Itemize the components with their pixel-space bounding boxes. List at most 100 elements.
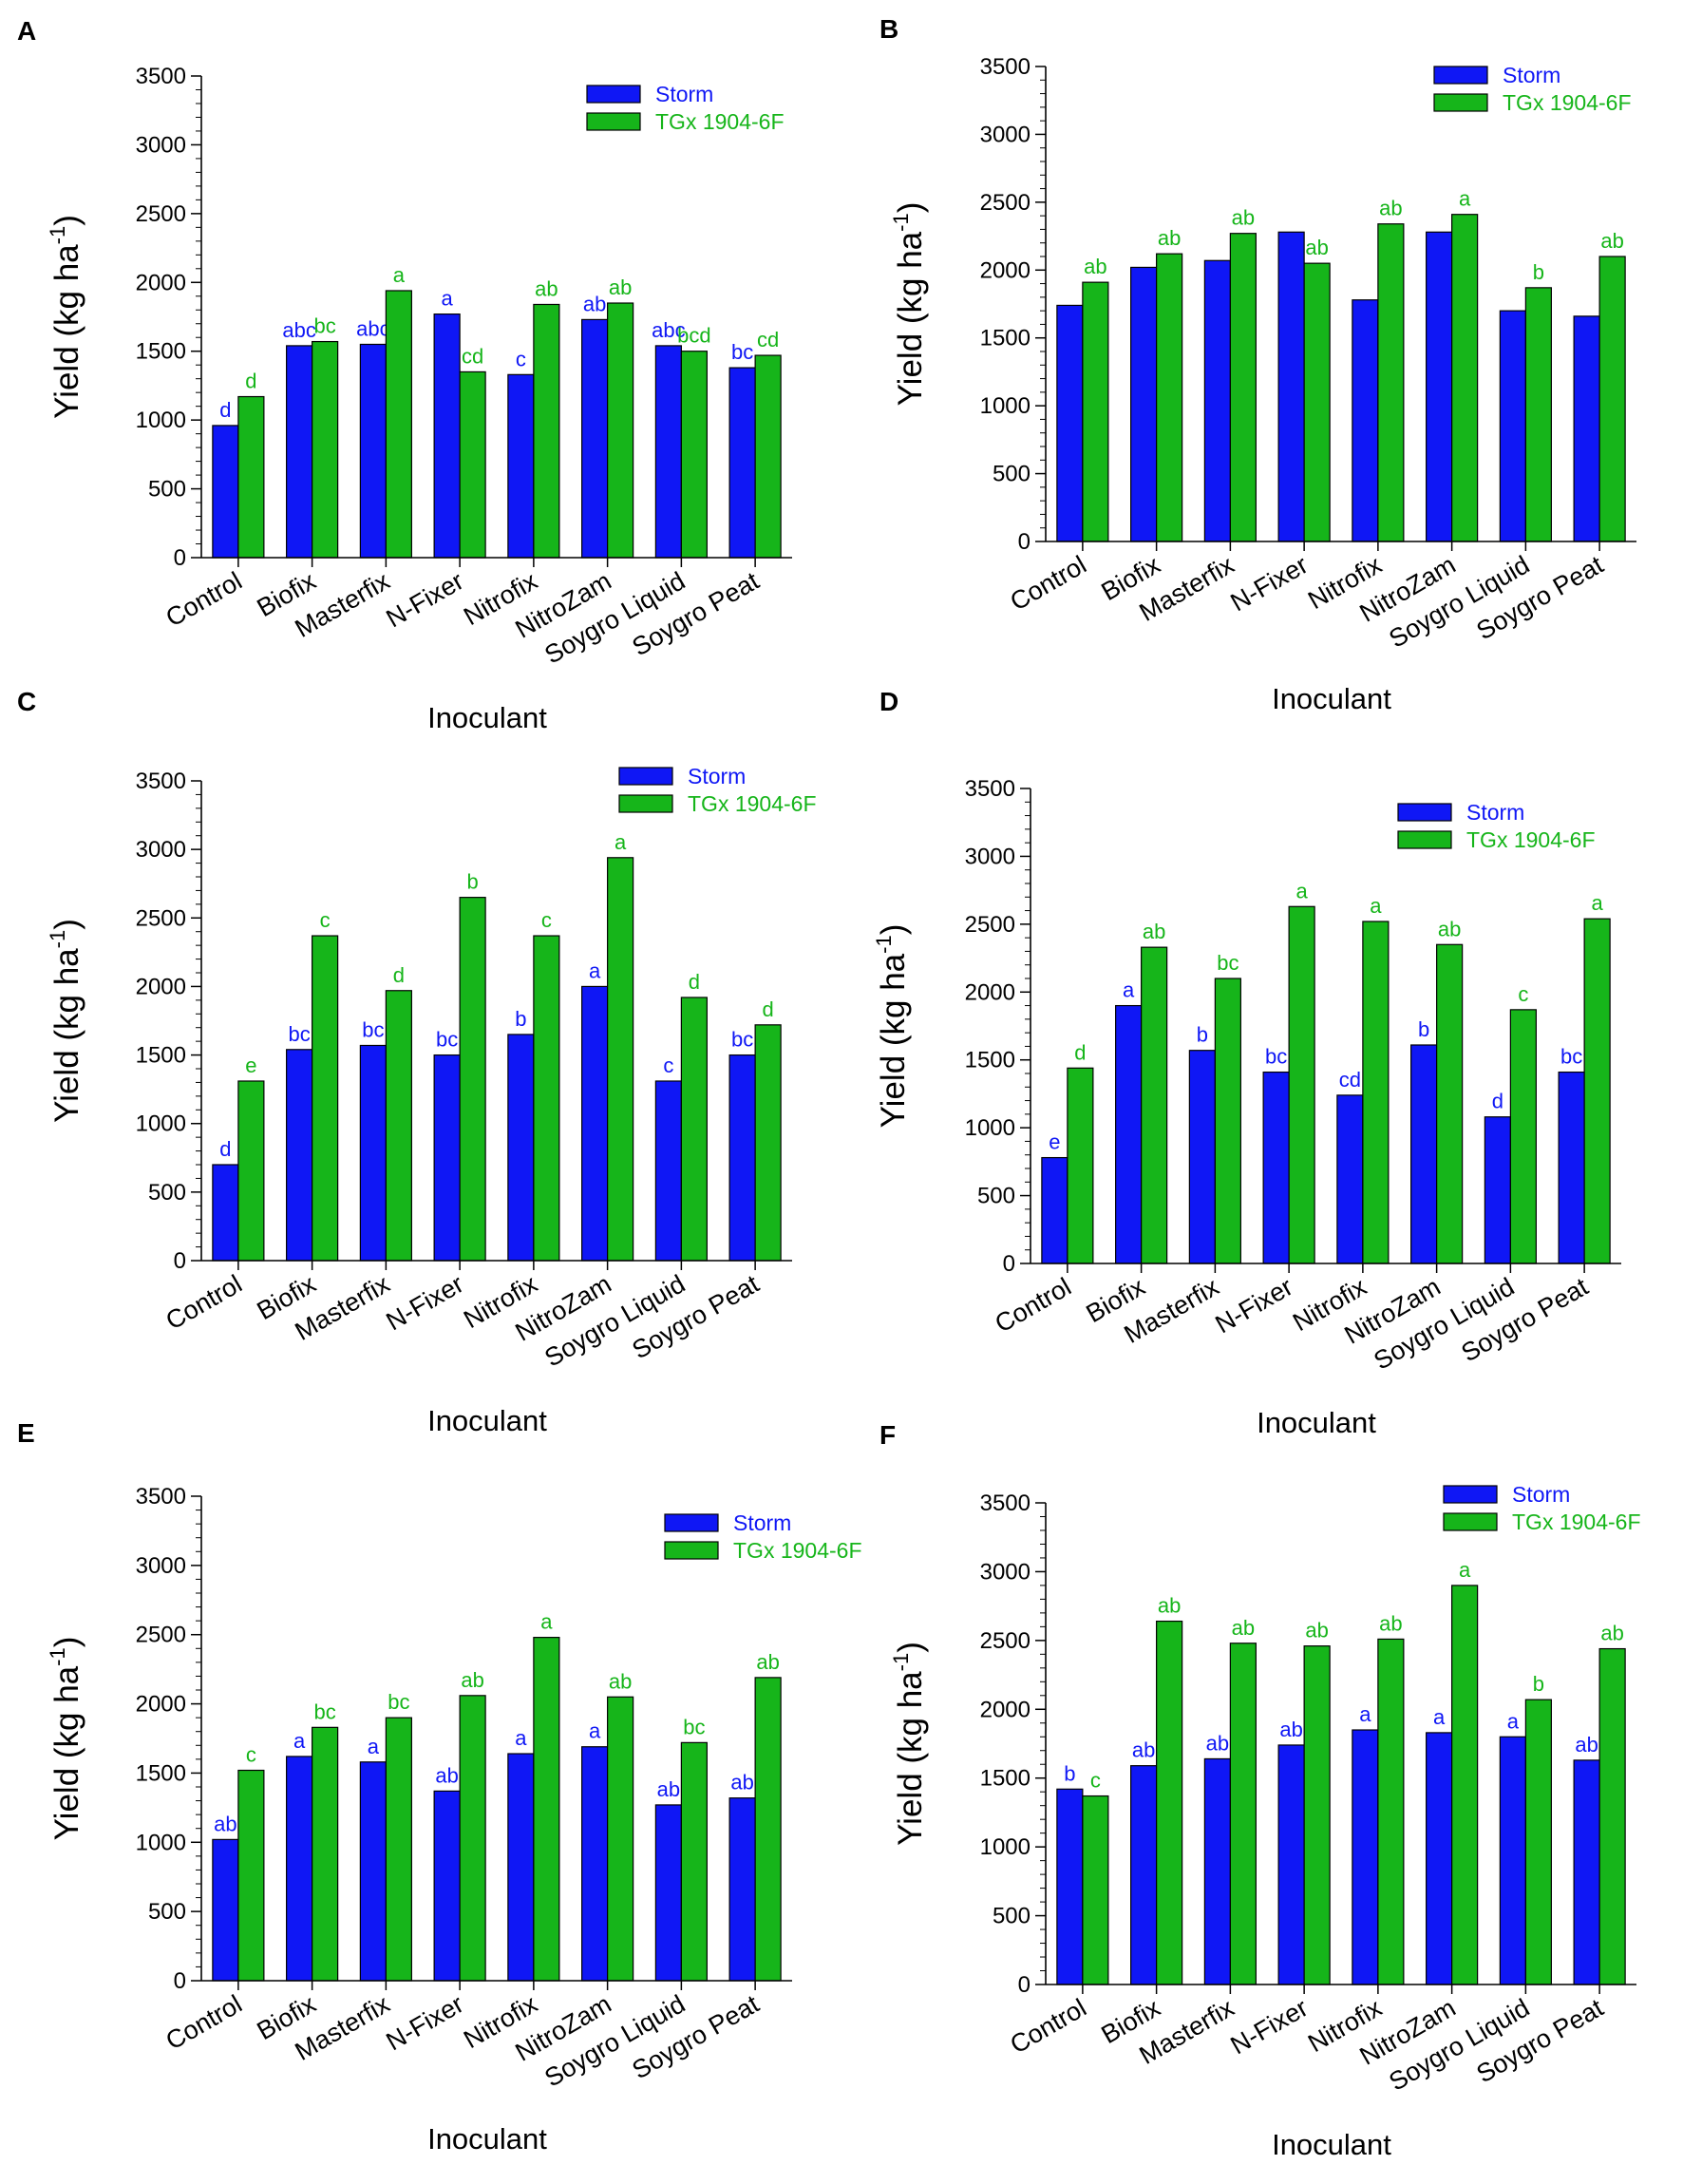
significance-letter: ab bbox=[1084, 255, 1106, 278]
bar-storm bbox=[1426, 1732, 1453, 1985]
bar-storm bbox=[359, 1044, 387, 1262]
y-tick-label: 3500 bbox=[980, 1491, 1031, 1516]
significance-letter: ab bbox=[1143, 920, 1165, 943]
significance-letter: ab bbox=[1232, 206, 1255, 230]
legend-label: TGx 1904-6F bbox=[1466, 827, 1596, 852]
bar-tgx bbox=[533, 935, 560, 1262]
legend-swatch-tgx bbox=[1397, 830, 1452, 849]
legend: Storm TGx 1904-6F bbox=[664, 1510, 862, 1563]
significance-letter: cd bbox=[1339, 1068, 1361, 1092]
bar-tgx bbox=[680, 351, 708, 559]
bar-storm bbox=[212, 1164, 239, 1262]
bar-tgx bbox=[1156, 253, 1183, 542]
y-axis-label: Yield (kg ha-1) bbox=[46, 1637, 85, 1841]
bar-storm bbox=[1277, 1744, 1305, 1985]
bar-tgx bbox=[1214, 978, 1241, 1264]
significance-letter: e bbox=[1049, 1130, 1060, 1154]
y-tick-label: 2000 bbox=[980, 257, 1031, 283]
significance-letter: d bbox=[393, 963, 405, 987]
significance-letter: c bbox=[320, 908, 331, 932]
y-tick-label: 2500 bbox=[136, 1623, 186, 1648]
significance-letter: c bbox=[1090, 1769, 1101, 1793]
bar-storm bbox=[1130, 1765, 1158, 1985]
y-axis-label: Yield (kg ha-1) bbox=[889, 202, 929, 407]
bar-storm bbox=[654, 345, 682, 559]
significance-letter: ab bbox=[730, 1771, 753, 1795]
x-tick-label: Control bbox=[161, 1269, 246, 1336]
legend-label: Storm bbox=[655, 82, 713, 106]
bar-storm bbox=[286, 345, 313, 559]
legend-label: Storm bbox=[1503, 63, 1560, 87]
y-tick-label: 3000 bbox=[136, 132, 186, 158]
legend: Storm TGx 1904-6F bbox=[1443, 1482, 1641, 1534]
bar-tgx bbox=[1524, 287, 1552, 542]
legend-swatch-tgx bbox=[586, 112, 641, 131]
significance-letter: b bbox=[467, 870, 479, 894]
significance-letter: a bbox=[515, 1726, 527, 1750]
significance-letter: ab bbox=[1600, 1622, 1623, 1645]
bar-tgx bbox=[1436, 943, 1464, 1264]
bar-storm bbox=[1056, 304, 1084, 542]
bar-tgx bbox=[1598, 1647, 1626, 1985]
bar-storm bbox=[654, 1080, 682, 1262]
legend-label: TGx 1904-6F bbox=[1512, 1510, 1641, 1534]
significance-letter: ab bbox=[1158, 226, 1181, 250]
bar-tgx bbox=[533, 303, 560, 559]
bar-storm bbox=[212, 1838, 239, 1982]
y-axis-label: Yield (kg ha-1) bbox=[872, 924, 912, 1129]
y-tick-label: 2500 bbox=[136, 905, 186, 931]
significance-letter: a bbox=[1459, 187, 1471, 211]
bar-tgx bbox=[1583, 918, 1611, 1264]
significance-letter: a bbox=[540, 1610, 553, 1634]
bar-tgx bbox=[459, 897, 486, 1262]
bar-tgx bbox=[1303, 262, 1331, 542]
significance-letter: a bbox=[368, 1735, 380, 1758]
legend-label: TGx 1904-6F bbox=[655, 109, 785, 134]
bar-tgx bbox=[312, 340, 339, 559]
bar-tgx bbox=[312, 1726, 339, 1982]
significance-letter: c bbox=[1518, 982, 1528, 1006]
significance-letter: a bbox=[1592, 891, 1604, 915]
bar-tgx bbox=[1156, 1620, 1183, 1985]
bar-tgx bbox=[1377, 1638, 1405, 1985]
bar-tgx bbox=[237, 1080, 265, 1262]
bar-tgx bbox=[1141, 946, 1168, 1264]
legend-swatch-storm bbox=[1433, 66, 1488, 85]
bar-storm bbox=[1115, 1004, 1143, 1264]
significance-letter: b bbox=[1418, 1017, 1429, 1041]
panel-a: A0500100015002000250030003500ddControlab… bbox=[17, 16, 792, 734]
y-tick-label: 500 bbox=[993, 1904, 1031, 1929]
panel-letter: A bbox=[17, 16, 36, 46]
significance-letter: bc bbox=[436, 1028, 458, 1052]
x-axis-label: Inoculant bbox=[427, 701, 547, 734]
y-tick-label: 1000 bbox=[136, 1830, 186, 1855]
y-tick-label: 2500 bbox=[980, 1628, 1031, 1654]
bar-tgx bbox=[1082, 281, 1109, 542]
bar-tgx bbox=[1451, 1585, 1479, 1985]
bar-tgx bbox=[1362, 921, 1390, 1264]
significance-letter: a bbox=[1459, 1558, 1471, 1582]
significance-letter: c bbox=[541, 908, 552, 932]
legend-swatch-storm bbox=[1397, 803, 1452, 822]
significance-letter: b bbox=[1197, 1023, 1208, 1047]
bar-tgx bbox=[754, 1024, 782, 1262]
legend-label: Storm bbox=[733, 1510, 791, 1535]
y-axis-label: Yield (kg ha-1) bbox=[46, 919, 85, 1123]
y-tick-label: 500 bbox=[148, 1180, 186, 1206]
bar-storm bbox=[1203, 1757, 1231, 1985]
significance-letter: bc bbox=[362, 1017, 384, 1041]
bar-storm bbox=[507, 1034, 535, 1262]
significance-letter: b bbox=[1533, 260, 1544, 284]
y-tick-label: 0 bbox=[1018, 1972, 1031, 1998]
significance-letter: c bbox=[663, 1054, 673, 1077]
bar-tgx bbox=[459, 1695, 486, 1982]
bar-tgx bbox=[1524, 1699, 1552, 1985]
significance-letter: ab bbox=[1600, 229, 1623, 253]
bar-tgx bbox=[237, 395, 265, 559]
y-tick-label: 2000 bbox=[136, 974, 186, 999]
y-tick-label: 0 bbox=[1003, 1251, 1015, 1277]
y-tick-label: 2500 bbox=[980, 190, 1031, 216]
bar-storm bbox=[359, 343, 387, 559]
bar-storm bbox=[1573, 1759, 1600, 1985]
bar-storm bbox=[581, 985, 609, 1262]
